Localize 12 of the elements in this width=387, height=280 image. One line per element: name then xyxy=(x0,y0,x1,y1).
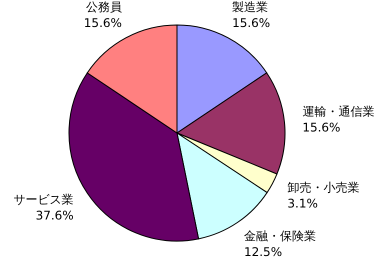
data-label: 15.6% xyxy=(84,16,122,30)
slice-label: 金融・保険業 xyxy=(244,229,316,244)
slice-label: サービス業 xyxy=(14,192,74,207)
data-label: 15.6% xyxy=(302,120,340,135)
data-label: 12.5% xyxy=(244,245,282,260)
data-label: 37.6% xyxy=(36,208,74,223)
slice-label: 運輸・通信業 xyxy=(302,104,374,119)
slice-label: 公務員 xyxy=(86,0,122,14)
data-label: 15.6% xyxy=(232,16,270,30)
slice-label: 卸売・小売業 xyxy=(287,180,360,195)
slice-label: 製造業 xyxy=(232,0,268,14)
data-label: 3.1% xyxy=(287,196,318,211)
